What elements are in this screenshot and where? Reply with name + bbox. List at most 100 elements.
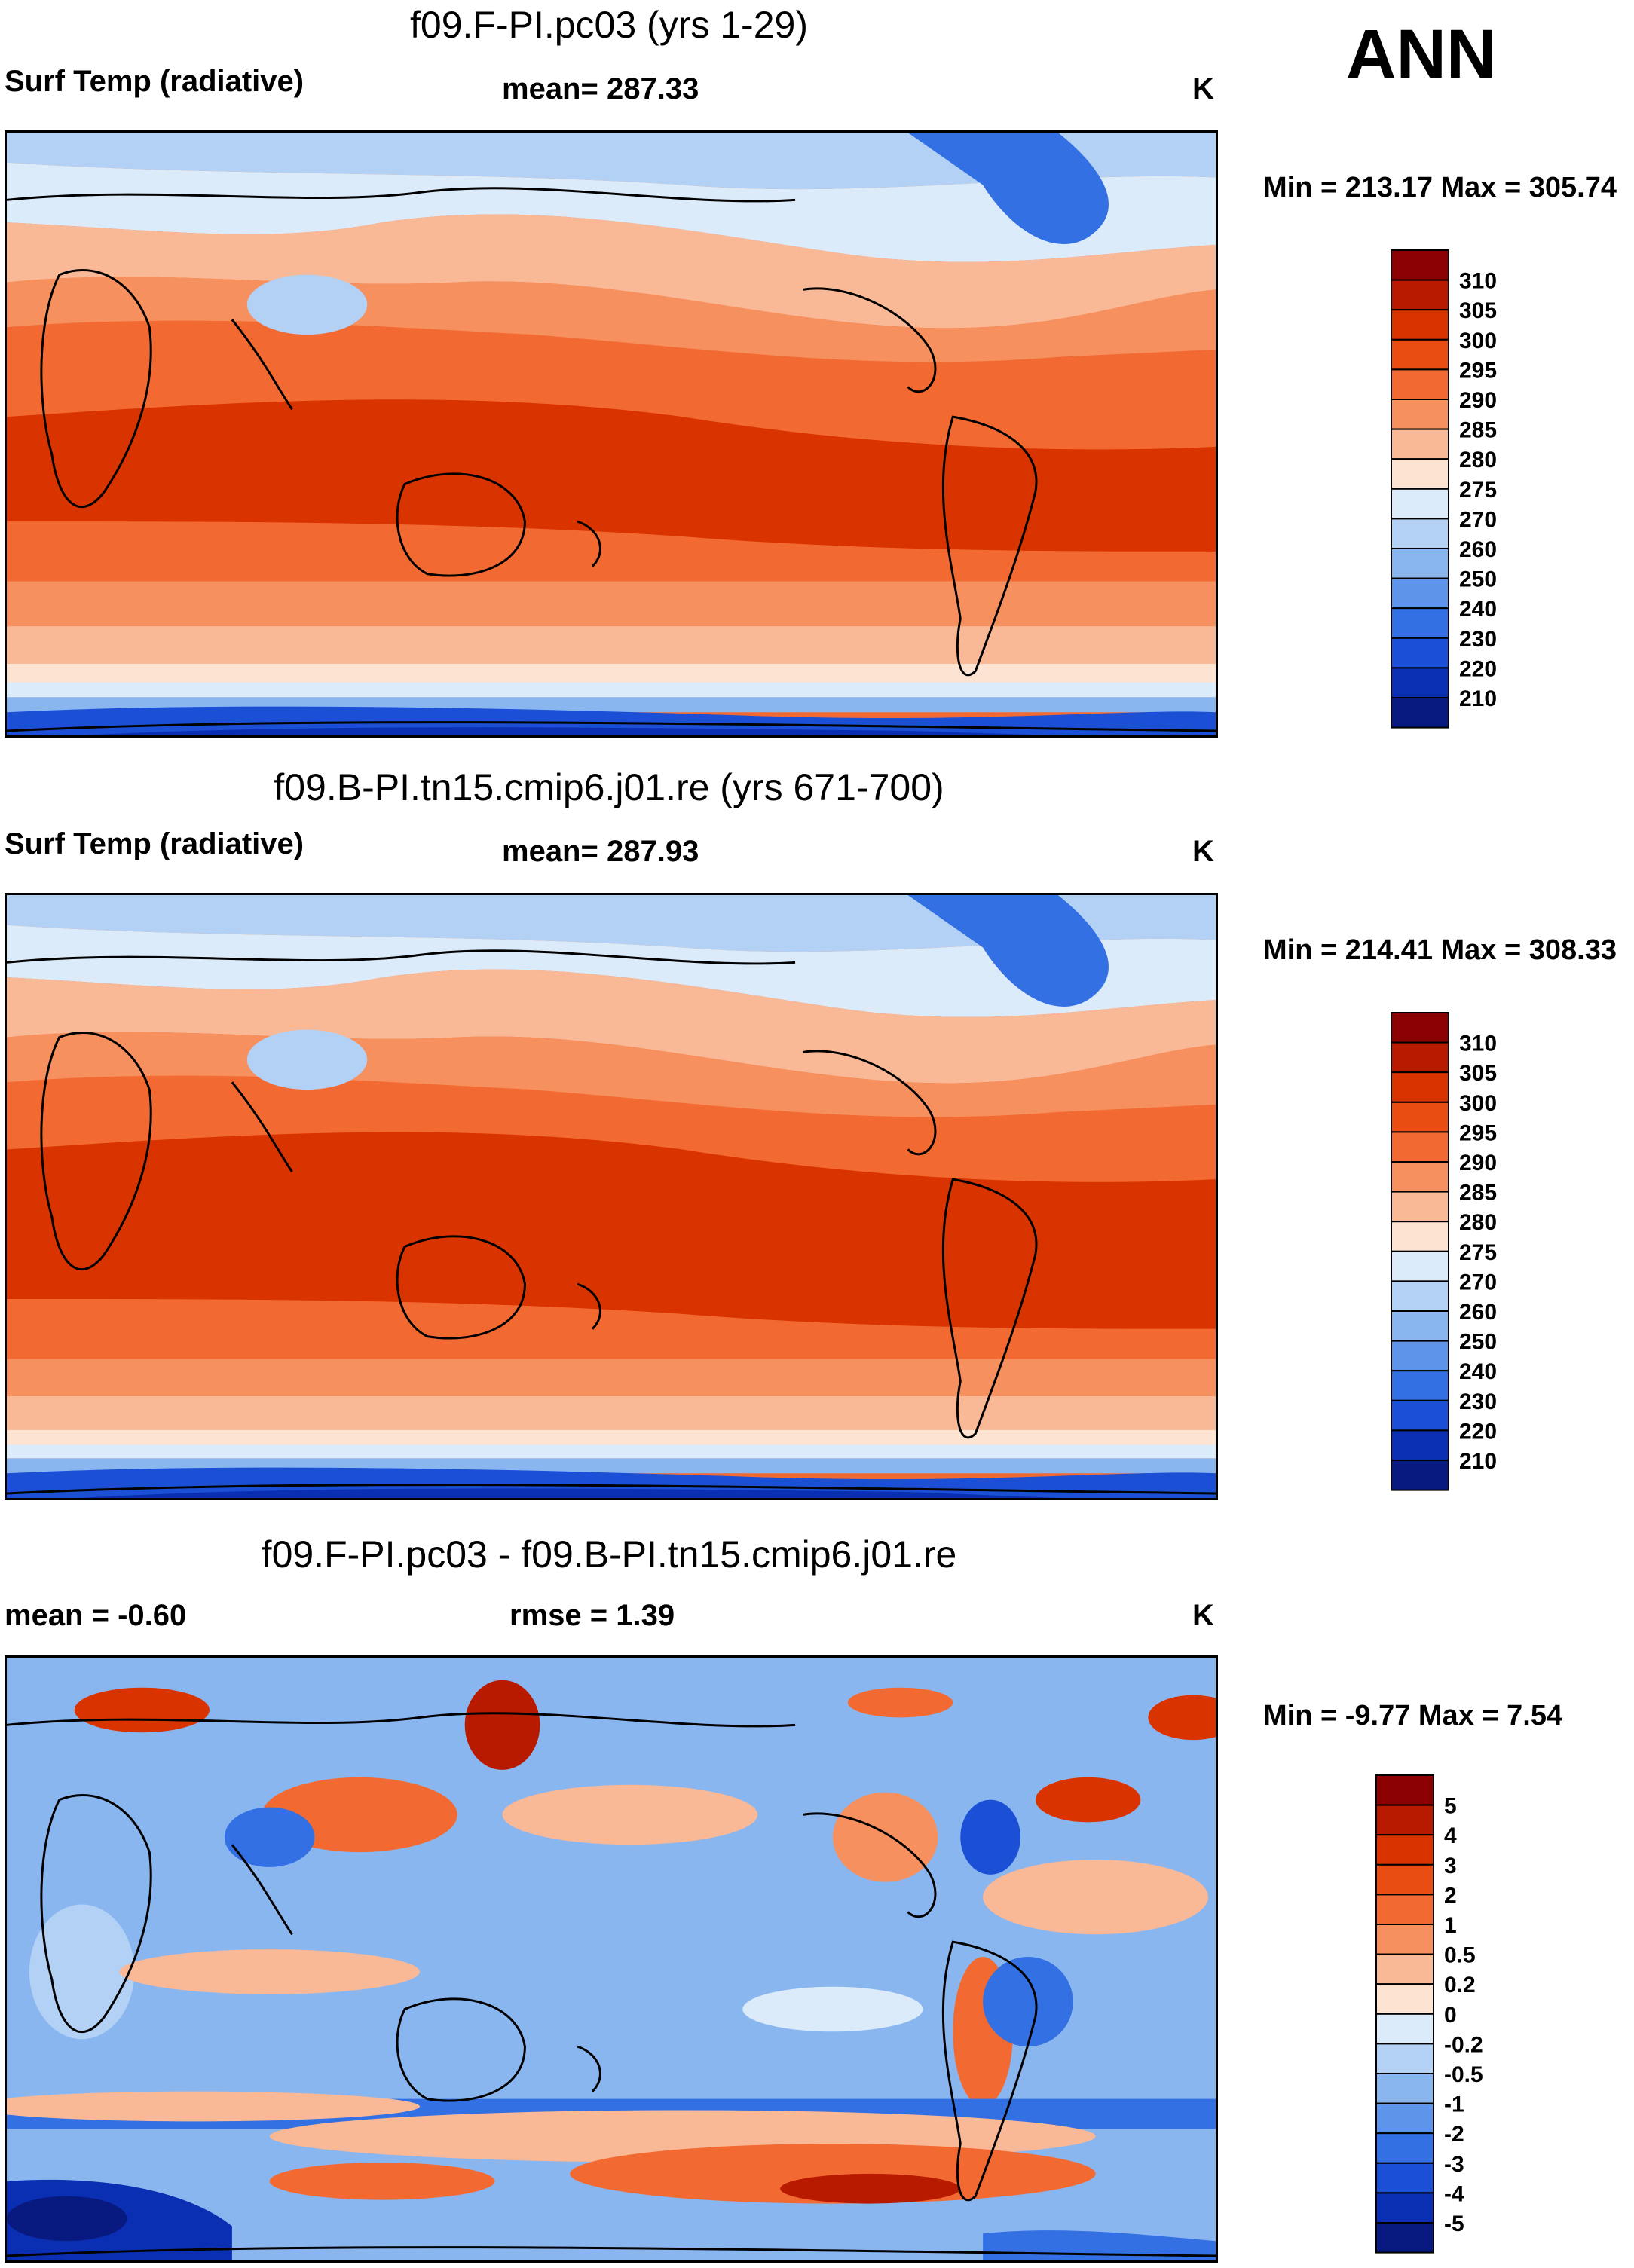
panel2-colorbar-label-10: 250 (1459, 1330, 1497, 1355)
panel3-colorbar-swatch-0 (1375, 1774, 1434, 1806)
panel3-colorbar-svg: 5 4 3 2 1 0.5 0.2 0 -0.2 -0.5 -1 -2 -3 -4 -5 (1375, 1774, 1483, 2254)
panel3-colorbar-label-12: -3 (1444, 2152, 1464, 2177)
panel3-colorbar-label-4: 1 (1444, 1913, 1457, 1938)
panel3-minmax: Min = -9.77 Max = 7.54 (1263, 1700, 1563, 1732)
panel1-title: f09.F-PI.pc03 (yrs 1-29) (410, 4, 808, 46)
panel2-colorbar-label-12: 230 (1459, 1389, 1497, 1414)
panel1-colorbar-label-13: 220 (1459, 656, 1497, 681)
panel3-colorbar-swatch-5 (1375, 1924, 1434, 1955)
panel3-colorbar-label-0: 5 (1444, 1794, 1457, 1819)
panel1-colorbar-label-5: 285 (1459, 418, 1497, 443)
panel3-colorbar-swatch-2 (1375, 1834, 1434, 1866)
panel3-colorbar-swatch-6 (1375, 1953, 1434, 1985)
panel2-colorbar-label-7: 275 (1459, 1240, 1497, 1265)
panel1-colorbar-label-11: 240 (1459, 597, 1497, 622)
panel2-mean-label: mean= 287.93 (502, 835, 699, 868)
panel1-variable-label: Surf Temp (radiative) (5, 65, 304, 98)
panel1-colorbar-label-10: 250 (1459, 567, 1497, 592)
panel1-colorbar-label-2: 300 (1459, 329, 1497, 353)
panel3-colorbar-swatch-7 (1375, 1983, 1434, 2015)
panel2-colorbar-swatch-5 (1391, 1161, 1449, 1193)
panel2-colorbar-swatch-4 (1391, 1131, 1449, 1163)
panel1-colorbar-svg: 310 305 300 295 290 285 280 275 270 260 250 240 230 2… (1391, 249, 1497, 729)
panel3-colorbar-label-9: -0.5 (1444, 2062, 1483, 2087)
panel2-colorbar-swatch-15 (1391, 1460, 1449, 1491)
panel3-colorbar-swatch-12 (1375, 2132, 1434, 2164)
panel2-map (5, 893, 1218, 1500)
panel2-colorbar-label-1: 305 (1459, 1061, 1497, 1086)
panel2-colorbar-swatch-10 (1391, 1310, 1449, 1342)
panel3-colorbar-label-3: 2 (1444, 1883, 1457, 1908)
panel3-colorbar-swatch-8 (1375, 2013, 1434, 2045)
panel1-colorbar-label-3: 295 (1459, 358, 1497, 383)
panel1-mean-label: mean= 287.33 (502, 72, 699, 105)
panel3-colorbar-label-11: -2 (1444, 2122, 1464, 2147)
panel1-colorbar-swatch-5 (1391, 399, 1449, 430)
panel3-colorbar-label-6: 0.2 (1444, 1973, 1476, 1997)
panel2-colorbar-swatch-8 (1391, 1250, 1449, 1282)
panel2-colorbar-svg: 310 305 300 295 290 285 280 275 270 260 250 240 230 2… (1391, 1012, 1497, 1491)
panel2-title: f09.B-PI.tn15.cmip6.j01.re (yrs 671-700) (274, 766, 944, 808)
panel2-colorbar-swatch-3 (1391, 1101, 1449, 1133)
panel2-colorbar-swatch-11 (1391, 1340, 1449, 1372)
panel3-colorbar-label-5: 0.5 (1444, 1943, 1476, 1968)
panel1-colorbar-swatch-2 (1391, 309, 1449, 341)
panel3-colorbar-swatch-14 (1375, 2192, 1434, 2224)
panel2-colorbar: 310 305 300 295 290 285 280 275 270 260 250 240 230 2… (1390, 1011, 1541, 1491)
panel1-colorbar-label-14: 210 (1459, 686, 1497, 711)
panel2-colorbar-label-13: 220 (1459, 1419, 1497, 1444)
panel3-colorbar-swatch-15 (1375, 2222, 1434, 2254)
panel1-colorbar-swatch-6 (1391, 428, 1449, 460)
panel2-colorbar-label-11: 240 (1459, 1359, 1497, 1384)
panel3-colorbar-swatch-1 (1375, 1804, 1434, 1836)
panel2-colorbar-swatch-2 (1391, 1071, 1449, 1103)
panel2-colorbar-label-4: 290 (1459, 1151, 1497, 1175)
panel3-title: f09.F-PI.pc03 - f09.B-PI.tn15.cmip6.j01.… (261, 1533, 957, 1576)
panel3-colorbar-label-8: -0.2 (1444, 2032, 1483, 2057)
panel1-colorbar-label-8: 270 (1459, 507, 1497, 532)
panel2-units-label: K (1192, 835, 1214, 868)
panel3-colorbar-label-13: -4 (1444, 2181, 1464, 2206)
panel2-colorbar-swatch-1 (1391, 1041, 1449, 1074)
panel1-colorbar-swatch-8 (1391, 488, 1449, 520)
panel1-colorbar-swatch-11 (1391, 577, 1449, 610)
panel3-colorbar-swatch-9 (1375, 2043, 1434, 2074)
panel2-colorbar-label-0: 310 (1459, 1032, 1497, 1056)
panel1-colorbar-swatch-14 (1391, 667, 1449, 699)
panel3-mean-label: mean = -0.60 (5, 1599, 187, 1632)
panel2-colorbar-swatch-13 (1391, 1399, 1449, 1432)
panel2-variable-label: Surf Temp (radiative) (5, 827, 304, 860)
panel3-colorbar-swatch-11 (1375, 2102, 1434, 2135)
panel2-colorbar-label-6: 280 (1459, 1210, 1497, 1235)
panel1-colorbar-label-0: 310 (1459, 269, 1497, 294)
panel2-colorbar-swatch-12 (1391, 1370, 1449, 1401)
panel1-colorbar-swatch-15 (1391, 697, 1449, 729)
panel2-colorbar-swatch-7 (1391, 1221, 1449, 1252)
panel2-colorbar-label-5: 285 (1459, 1181, 1497, 1206)
panel1-colorbar-label-7: 275 (1459, 478, 1497, 503)
panel1-colorbar-swatch-3 (1391, 338, 1449, 371)
panel2-colorbar-label-3: 295 (1459, 1120, 1497, 1145)
panel3-colorbar-label-1: 4 (1444, 1823, 1457, 1848)
panel3-field (7, 1658, 1216, 2260)
panel1-colorbar-label-9: 260 (1459, 537, 1497, 562)
season-label: ANN (1346, 16, 1497, 93)
panel1-colorbar: 310 305 300 295 290 285 280 275 270 260 250 240 230 2… (1390, 249, 1541, 729)
panel1-units-label: K (1192, 72, 1214, 105)
panel3-rmse-label: rmse = 1.39 (509, 1599, 675, 1632)
panel3-colorbar-swatch-4 (1375, 1894, 1434, 1925)
panel1-colorbar-label-6: 280 (1459, 448, 1497, 472)
panel2-colorbar-swatch-14 (1391, 1429, 1449, 1462)
panel3-colorbar-label-2: 3 (1444, 1854, 1457, 1878)
panel3-map (5, 1655, 1218, 2263)
panel3-colorbar-swatch-3 (1375, 1863, 1434, 1896)
panel2-colorbar-label-14: 210 (1459, 1449, 1497, 1474)
panel1-colorbar-label-4: 290 (1459, 388, 1497, 413)
panel2-colorbar-label-9: 260 (1459, 1300, 1497, 1325)
panel2-minmax: Min = 214.41 Max = 308.33 (1263, 934, 1617, 966)
panel1-colorbar-label-1: 305 (1459, 298, 1497, 323)
panel3-colorbar-label-10: -1 (1444, 2092, 1464, 2117)
panel1-colorbar-swatch-1 (1391, 279, 1449, 311)
panel3-colorbar-label-14: -5 (1444, 2211, 1464, 2236)
panel3-colorbar-swatch-13 (1375, 2162, 1434, 2194)
